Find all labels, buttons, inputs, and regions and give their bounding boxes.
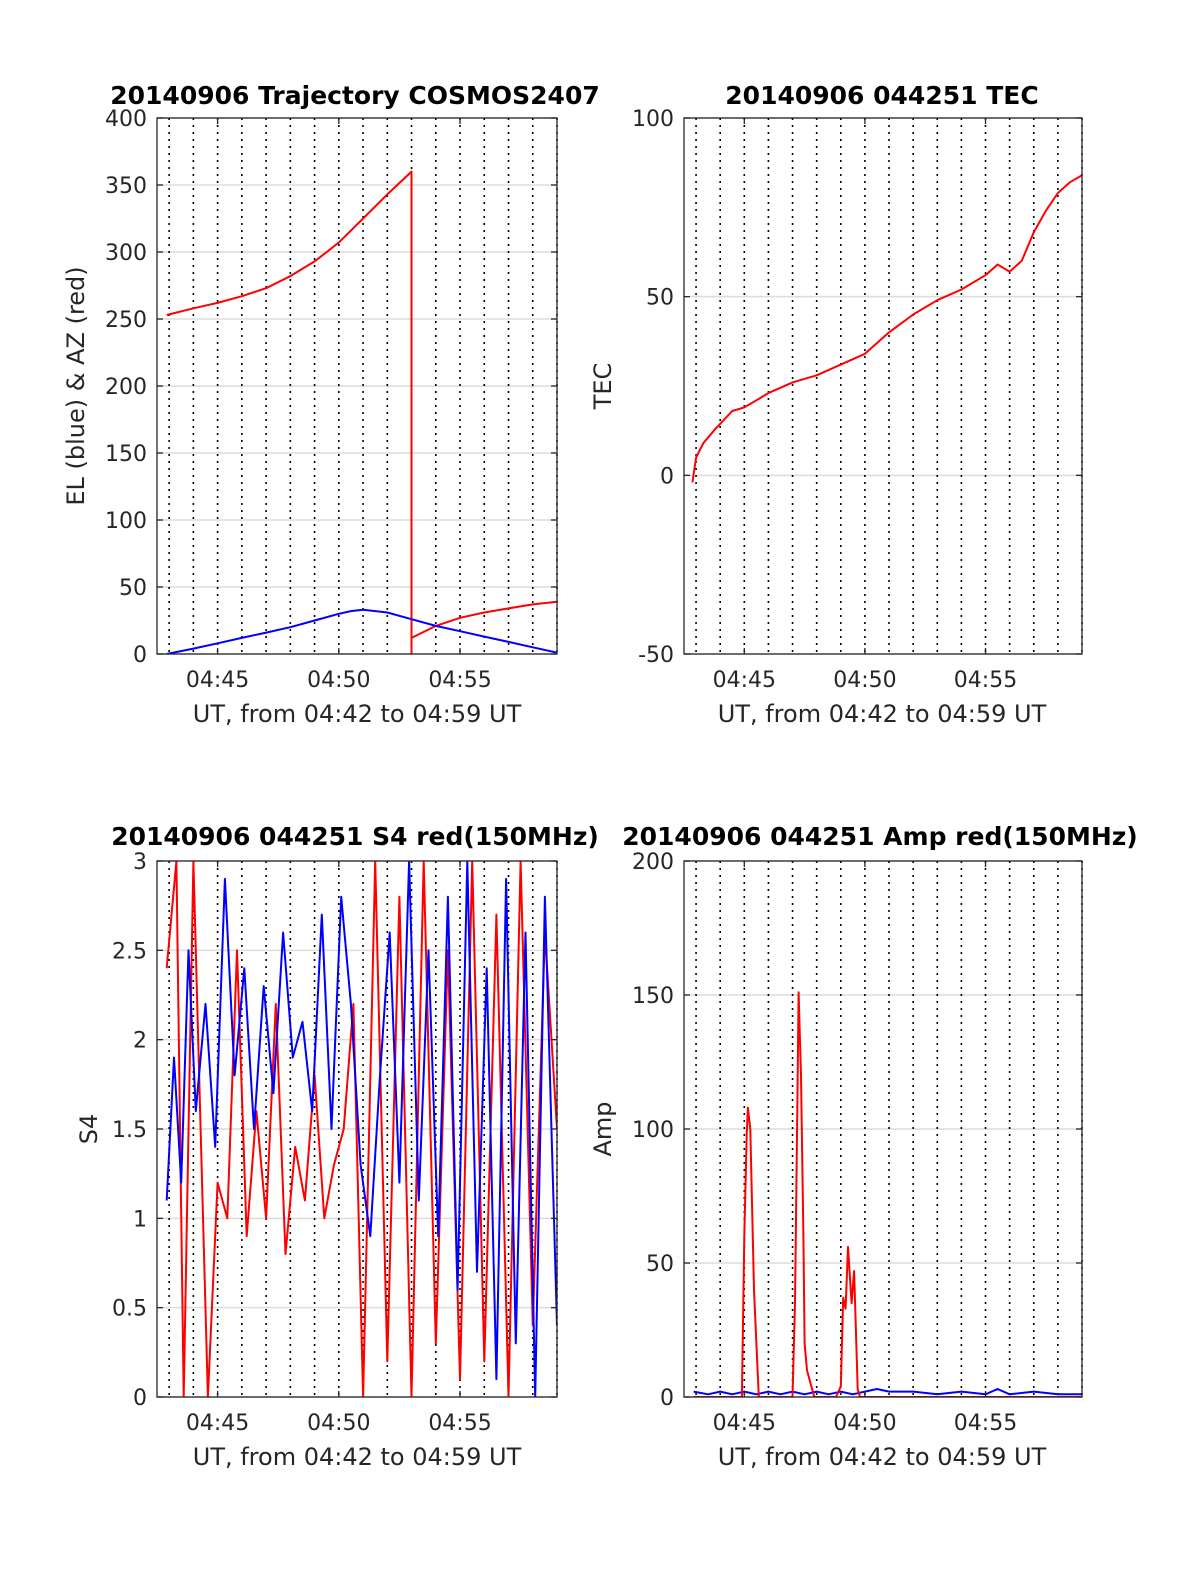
panel-s4: 20140906 044251 S4 red(150MHz) 0 0.5 1 1.5 2… <box>75 822 599 1471</box>
panel-tec: 20140906 044251 TEC -50 0 50 100 04:45 04:50 0… <box>589 81 1083 728</box>
y-tick-label: 1.5 <box>112 1118 147 1143</box>
x-tick-label: 04:45 <box>713 1411 776 1436</box>
y-tick-label: 0 <box>133 1386 147 1411</box>
y-tick-label: 100 <box>105 509 147 534</box>
panel-amp: 20140906 044251 Amp red(150MHz) 0 50 100 15… <box>589 822 1138 1471</box>
chart-title: 20140906 044251 Amp red(150MHz) <box>622 822 1138 851</box>
y-tick-label: 2.5 <box>112 939 147 964</box>
series-line-amp-red-150mhz- <box>693 991 1082 1397</box>
series-line-el <box>166 608 557 654</box>
y-axis-label: EL (blue) & AZ (red) <box>62 266 90 505</box>
series-line-az <box>166 170 557 654</box>
series-line-s4-red-150mhz- <box>165 861 557 1397</box>
y-tick-label: 400 <box>105 107 147 132</box>
series-group <box>693 991 1082 1397</box>
y-tick-label: 2 <box>133 1029 147 1054</box>
x-tick-label: 04:50 <box>833 1411 896 1436</box>
x-axis-label: UT, from 04:42 to 04:59 UT <box>193 1443 522 1471</box>
x-tick-label: 04:55 <box>954 668 1017 693</box>
chart-title: 20140906 044251 TEC <box>725 81 1038 110</box>
y-tick-label: 50 <box>119 576 147 601</box>
y-axis-label: S4 <box>75 1114 103 1145</box>
plot-area: 0 50 100 150 200 250 300 350 400 04:45 04:50 04:55 <box>105 107 558 693</box>
plot-area: -50 0 50 100 04:45 04:50 04:55 <box>632 107 1083 693</box>
y-tick-label: 0 <box>660 1386 674 1411</box>
chart-title: 20140906 044251 S4 red(150MHz) <box>111 822 599 851</box>
y-tick-label: 200 <box>105 375 147 400</box>
x-tick-label: 04:45 <box>713 668 776 693</box>
y-tick-label: -50 <box>638 643 674 668</box>
y-tick-label: 200 <box>632 850 674 875</box>
axes-box <box>683 117 1083 655</box>
series-group <box>166 170 557 654</box>
y-tick-label: 0 <box>660 464 674 489</box>
series-line-amp-blue <box>693 1388 1082 1396</box>
series-group <box>691 174 1082 483</box>
panel-trajectory: 20140906 Trajectory COSMOS2407 0 50 100 150… <box>62 81 600 728</box>
x-tick-label: 04:45 <box>186 668 249 693</box>
series-group <box>165 861 557 1397</box>
x-tick-label: 04:50 <box>833 668 896 693</box>
x-tick-label: 04:45 <box>186 1411 249 1436</box>
x-axis-label: UT, from 04:42 to 04:59 UT <box>193 700 522 728</box>
plot-area: 0 0.5 1 1.5 2 2.5 3 04:45 04:50 04:55 <box>112 850 558 1436</box>
y-tick-label: 3 <box>133 850 147 875</box>
x-tick-label: 04:55 <box>954 1411 1017 1436</box>
y-tick-label: 0.5 <box>112 1297 147 1322</box>
y-tick-label: 250 <box>105 308 147 333</box>
y-tick-label: 100 <box>632 107 674 132</box>
y-tick-label: 300 <box>105 241 147 266</box>
plot-area: 0 50 100 150 200 04:45 04:50 04:55 <box>632 850 1083 1436</box>
series-line-s4-blue <box>165 861 557 1397</box>
x-tick-label: 04:50 <box>307 668 370 693</box>
chart-title: 20140906 Trajectory COSMOS2407 <box>110 81 600 110</box>
y-tick-label: 350 <box>105 174 147 199</box>
x-tick-label: 04:50 <box>307 1411 370 1436</box>
series-line-tec <box>691 174 1082 483</box>
y-axis-label: TEC <box>589 363 617 411</box>
plot-background <box>684 118 1082 654</box>
y-tick-label: 50 <box>646 286 674 311</box>
x-tick-label: 04:55 <box>428 668 491 693</box>
y-tick-label: 100 <box>632 1118 674 1143</box>
y-tick-label: 150 <box>632 984 674 1009</box>
y-tick-label: 0 <box>133 643 147 668</box>
y-tick-label: 150 <box>105 442 147 467</box>
y-tick-label: 50 <box>646 1252 674 1277</box>
x-tick-label: 04:55 <box>428 1411 491 1436</box>
x-axis-label: UT, from 04:42 to 04:59 UT <box>718 700 1047 728</box>
x-axis-label: UT, from 04:42 to 04:59 UT <box>718 1443 1047 1471</box>
y-axis-label: Amp <box>589 1101 617 1156</box>
y-tick-label: 1 <box>133 1207 147 1232</box>
